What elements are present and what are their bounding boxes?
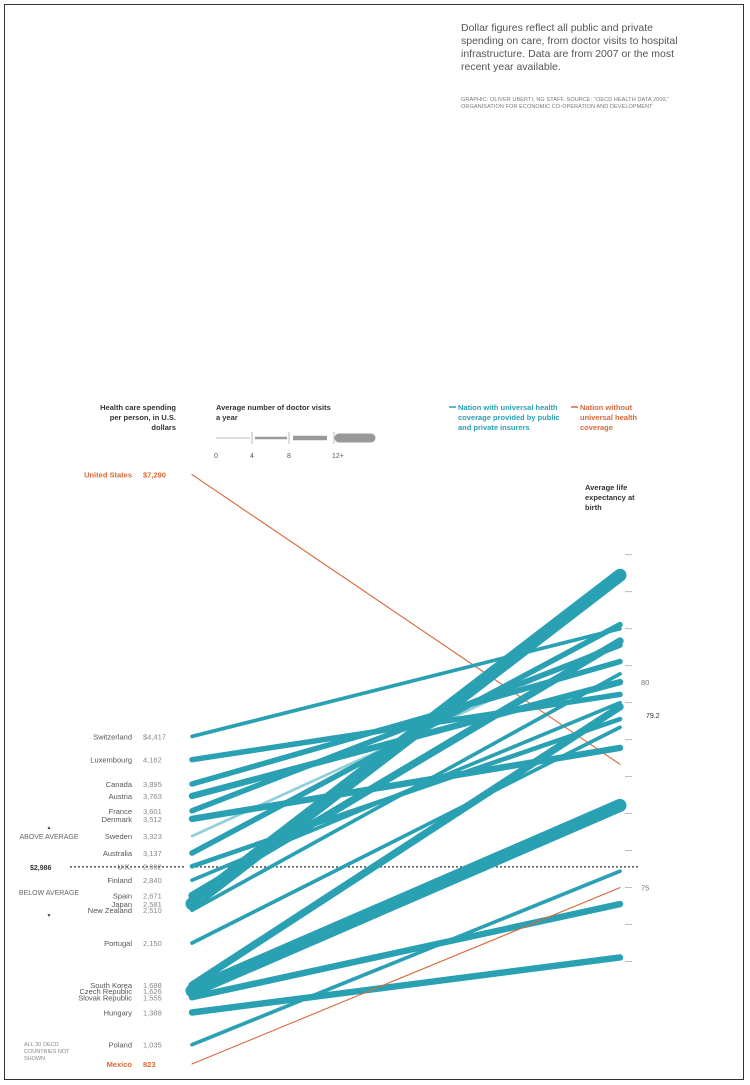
average-spending-label: $2,986 (30, 865, 52, 872)
country-label-poland: Poland (109, 1041, 132, 1050)
spending-label-poland: 1,035 (143, 1041, 162, 1050)
visits-key-label: 12+ (332, 453, 344, 460)
life-tick-label: 80 (641, 678, 649, 687)
country-label-u-k: U.K. (117, 862, 132, 871)
spending-label-france: 3,601 (143, 807, 162, 816)
spending-header: Health care spending per person, in U.S.… (100, 403, 176, 432)
country-label-portugal: Portugal (104, 939, 132, 948)
life-header: Average life expectancy at birth (585, 483, 635, 512)
country-label-luxembourg: Luxembourg (90, 756, 132, 765)
country-label-finland: Finland (107, 876, 132, 885)
country-label-switzerland: Switzerland (93, 732, 132, 741)
life-tick-label: 75 (641, 884, 649, 893)
slope-line-poland (190, 869, 622, 1047)
visits-key-label: 0 (214, 453, 218, 460)
note-text: Dollar figures reflect all public and pr… (461, 22, 678, 73)
spending-label-u-k: 2,992 (143, 862, 162, 871)
country-label-united-states: United States (84, 471, 132, 480)
slope-line-portugal (190, 725, 622, 945)
slope-line-new-zealand (190, 672, 622, 913)
country-label-japan: Japan (112, 900, 132, 909)
country-label-spain: Spain (113, 892, 132, 901)
spending-label-czech-republic: 1,626 (143, 987, 162, 996)
footnote: All 30 OECD countries not shown (24, 1042, 70, 1062)
country-label-denmark: Denmark (102, 815, 133, 824)
spending-label-portugal: 2,150 (143, 939, 162, 948)
spending-label-austria: 3,763 (143, 792, 162, 801)
country-label-australia: Australia (103, 849, 133, 858)
country-label-canada: Canada (106, 780, 133, 789)
average-life-label: 79.2 (646, 713, 660, 720)
country-label-sweden: Sweden (105, 832, 132, 841)
slope-line-hungary (188, 954, 624, 1016)
spending-label-sweden: 3,323 (143, 832, 162, 841)
country-label-slovak-republic: Slovak Republic (78, 993, 132, 1002)
spending-label-japan: 2,581 (143, 900, 162, 909)
visits-key-label: 8 (287, 453, 291, 460)
visits-key-label: 4 (250, 453, 254, 460)
slope-line-japan (185, 568, 627, 911)
country-label-new-zealand: New Zealand (88, 906, 132, 915)
above-average-label: ABOVE AVERAGE (19, 834, 78, 841)
spending-label-united-states: $7,290 (143, 471, 166, 480)
below-arrow-icon: ▼ (47, 913, 52, 919)
spending-label-hungary: 1,388 (143, 1009, 162, 1018)
spending-label-finland: 2,840 (143, 876, 162, 885)
visits-header: Average number of doctor visits a year (216, 403, 331, 422)
slope-line-south-korea (188, 703, 624, 989)
spending-label-mexico: 823 (143, 1060, 156, 1069)
spending-label-switzerland: $4,417 (143, 732, 166, 741)
country-label-czech-republic: Czech Republic (79, 987, 132, 996)
country-label-south-korea: South Korea (90, 981, 133, 990)
country-label-mexico: Mexico (107, 1060, 133, 1069)
slope-line-switzerland (190, 626, 622, 739)
slope-line-united-states (191, 474, 621, 765)
spending-label-denmark: 3,512 (143, 815, 162, 824)
source-credit: Graphic: Oliver Uberti, NG Staff. Source… (461, 97, 670, 110)
legend-universal: Nation with universal health coverage pr… (458, 403, 560, 432)
country-label-austria: Austria (109, 792, 133, 801)
above-arrow-icon: ▲ (47, 825, 52, 831)
spending-label-south-korea: 1,688 (143, 981, 162, 990)
spending-label-slovak-republic: 1,555 (143, 993, 162, 1002)
slope-line-czech-republic (185, 798, 627, 998)
country-label-france: France (109, 807, 132, 816)
spending-label-luxembourg: 4,162 (143, 756, 162, 765)
spending-label-canada: 3,895 (143, 780, 162, 789)
legend-non-universal: Nation without universal health coverage (580, 403, 638, 432)
spending-label-australia: 3,137 (143, 849, 162, 858)
spending-label-new-zealand: 2,510 (143, 906, 162, 915)
spending-label-spain: 2,671 (143, 892, 162, 901)
below-average-label: BELOW AVERAGE (19, 890, 79, 897)
country-label-hungary: Hungary (104, 1009, 133, 1018)
slope-line-denmark (188, 744, 624, 823)
chart-frame (4, 4, 744, 1080)
slope-line-mexico (191, 887, 621, 1065)
slope-line-slovak-republic (188, 900, 624, 1001)
